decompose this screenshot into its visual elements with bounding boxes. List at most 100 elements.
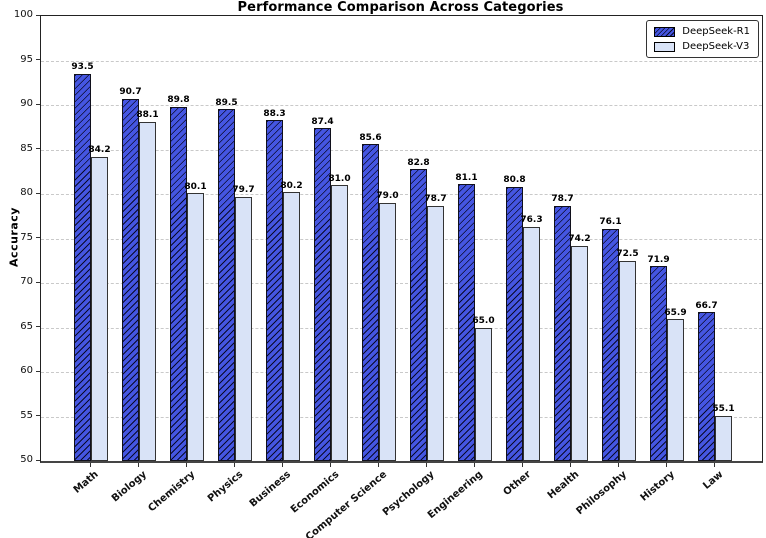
bar-deepseek-r1-history bbox=[650, 266, 667, 461]
gridline bbox=[41, 416, 762, 418]
bar-value-label: 78.7 bbox=[424, 194, 447, 205]
bar-value-label: 80.8 bbox=[503, 175, 526, 186]
bar-deepseek-r1-business bbox=[266, 120, 283, 461]
gridline bbox=[41, 283, 762, 284]
x-tick-label: Physics bbox=[205, 469, 246, 505]
bar-value-label: 80.1 bbox=[184, 181, 207, 192]
x-tick-label: Philosophy bbox=[574, 469, 630, 518]
x-tick-mark bbox=[617, 462, 619, 467]
y-tick-label: 60 bbox=[20, 365, 33, 376]
bar-deepseek-r1-health bbox=[554, 205, 571, 461]
x-tick-mark bbox=[89, 462, 91, 467]
y-tick-mark bbox=[36, 192, 40, 194]
y-tick-mark bbox=[36, 14, 40, 16]
gridline bbox=[41, 372, 762, 373]
x-tick-mark bbox=[281, 462, 283, 467]
legend-swatch-deepseek-r1 bbox=[654, 26, 676, 37]
gridline bbox=[41, 105, 762, 106]
x-tick-mark bbox=[185, 462, 187, 467]
y-tick-label: 55 bbox=[20, 409, 33, 421]
x-tick-label: Computer Science bbox=[303, 469, 390, 538]
bar-value-label: 76.3 bbox=[520, 215, 543, 226]
bar-deepseek-v3-biology bbox=[139, 121, 156, 461]
bar-deepseek-r1-math bbox=[74, 73, 91, 461]
x-tick-mark bbox=[233, 462, 235, 467]
bar-value-label: 79.0 bbox=[376, 191, 399, 202]
bar-value-label: 81.1 bbox=[455, 172, 478, 183]
bar-deepseek-r1-other bbox=[506, 186, 523, 461]
x-tick-label: Other bbox=[501, 469, 534, 499]
x-tick-mark bbox=[569, 462, 571, 467]
x-tick-mark bbox=[521, 462, 523, 467]
bar-value-label: 78.7 bbox=[551, 194, 574, 205]
x-tick-label: Business bbox=[247, 469, 294, 510]
bar-deepseek-v3-business bbox=[283, 192, 300, 461]
bar-deepseek-r1-philosophy bbox=[602, 228, 619, 461]
bar-deepseek-r1-computer-science bbox=[362, 144, 379, 461]
bar-deepseek-v3-philosophy bbox=[619, 260, 636, 461]
bar-deepseek-r1-psychology bbox=[410, 169, 427, 461]
bar-deepseek-v3-economics bbox=[331, 185, 348, 461]
y-tick-label: 100 bbox=[13, 9, 33, 20]
bar-value-label: 76.1 bbox=[599, 217, 622, 228]
legend: DeepSeek-R1 DeepSeek-V3 bbox=[646, 20, 759, 58]
legend-label-deepseek-v3: DeepSeek-V3 bbox=[682, 41, 750, 52]
bar-value-label: 89.5 bbox=[215, 97, 238, 108]
y-tick-mark bbox=[36, 59, 40, 61]
y-tick-label: 75 bbox=[20, 231, 33, 243]
bar-deepseek-v3-health bbox=[571, 245, 588, 461]
bar-value-label: 88.3 bbox=[263, 108, 286, 119]
gridline bbox=[41, 238, 762, 240]
bar-value-label: 65.9 bbox=[664, 307, 687, 318]
gridline bbox=[41, 327, 762, 329]
legend-label-deepseek-r1: DeepSeek-R1 bbox=[682, 26, 750, 37]
chart-title: Performance Comparison Across Categories bbox=[237, 0, 564, 15]
bar-value-label: 80.2 bbox=[280, 180, 303, 191]
bar-deepseek-r1-chemistry bbox=[170, 106, 187, 461]
bar-value-label: 79.7 bbox=[232, 185, 255, 196]
y-tick-label: 65 bbox=[20, 320, 33, 332]
bar-deepseek-v3-chemistry bbox=[187, 193, 204, 461]
y-tick-mark bbox=[36, 459, 40, 461]
bar-deepseek-v3-math bbox=[91, 156, 108, 461]
y-tick-mark bbox=[36, 148, 40, 150]
gridline bbox=[41, 149, 762, 151]
bar-value-label: 71.9 bbox=[647, 254, 670, 265]
y-tick-mark bbox=[36, 237, 40, 239]
bar-value-label: 74.2 bbox=[568, 234, 591, 245]
x-tick-label: Health bbox=[545, 469, 582, 502]
y-tick-mark bbox=[36, 370, 40, 372]
bar-deepseek-v3-other bbox=[523, 226, 540, 461]
bar-deepseek-v3-law bbox=[715, 415, 732, 461]
x-tick-mark bbox=[713, 462, 715, 467]
bar-deepseek-v3-history bbox=[667, 319, 684, 461]
y-tick-mark bbox=[36, 281, 40, 283]
x-tick-label: History bbox=[638, 469, 678, 504]
y-tick-label: 95 bbox=[20, 53, 33, 65]
bar-deepseek-v3-engineering bbox=[475, 327, 492, 461]
bar-value-label: 55.1 bbox=[712, 404, 735, 415]
y-tick-label: 80 bbox=[20, 187, 33, 198]
bar-deepseek-r1-law bbox=[698, 312, 715, 461]
plot-area: 93.5 84.2 90.7 88.1 89.8 80.1 89.5 79.7 88.3 80.2… bbox=[40, 15, 763, 463]
y-tick-mark bbox=[36, 326, 40, 328]
y-tick-label: 50 bbox=[20, 454, 33, 465]
y-tick-mark bbox=[36, 103, 40, 105]
bar-deepseek-r1-biology bbox=[122, 98, 139, 461]
legend-item-deepseek-v3: DeepSeek-V3 bbox=[654, 41, 750, 52]
bar-value-label: 89.8 bbox=[167, 95, 190, 106]
bar-value-label: 65.0 bbox=[472, 316, 495, 326]
gridline bbox=[41, 60, 762, 62]
bar-deepseek-r1-physics bbox=[218, 109, 235, 461]
bar-value-label: 90.7 bbox=[119, 87, 142, 98]
x-tick-mark bbox=[137, 462, 139, 467]
legend-item-deepseek-r1: DeepSeek-R1 bbox=[654, 26, 750, 37]
bar-value-label: 66.7 bbox=[695, 300, 718, 311]
bar-value-label: 88.1 bbox=[136, 110, 159, 121]
y-tick-mark bbox=[36, 415, 40, 417]
x-tick-label: Law bbox=[700, 469, 726, 492]
bar-value-label: 85.6 bbox=[359, 132, 382, 143]
x-tick-label: Biology bbox=[109, 469, 150, 505]
y-tick-label: 85 bbox=[20, 142, 33, 154]
